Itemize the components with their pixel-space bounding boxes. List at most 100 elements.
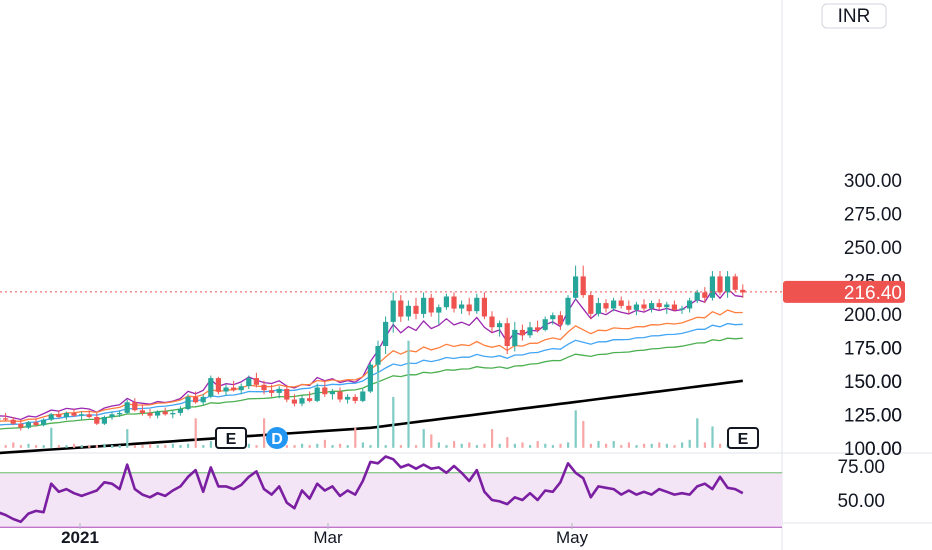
candle-body — [269, 390, 275, 393]
volume-bar — [126, 429, 129, 448]
candle-body — [413, 305, 419, 314]
volume-bar — [696, 418, 699, 448]
candle-body — [132, 402, 138, 411]
price-axis-label: 250.00 — [844, 238, 902, 259]
volume-bar — [415, 445, 418, 448]
candle-body — [481, 297, 487, 317]
volume-bar — [12, 442, 15, 448]
candle-body — [10, 419, 16, 424]
candle-body — [139, 410, 145, 413]
candle-body — [177, 408, 183, 413]
rsi-band — [0, 472, 782, 528]
candle-body — [109, 414, 115, 417]
candle-body — [709, 276, 715, 298]
volume-bar — [80, 445, 83, 448]
price-axis-label: 25.00 — [854, 405, 902, 426]
candle-body — [307, 398, 313, 401]
currency-badge[interactable] — [821, 3, 887, 29]
volume-bar — [643, 443, 646, 448]
moving-average-line — [0, 379, 743, 455]
price-axis-label: 50.00 — [854, 372, 902, 393]
candle-body — [94, 417, 100, 424]
earnings-marker-label: E — [738, 431, 749, 448]
candle-body — [679, 308, 685, 310]
volume-bar — [361, 442, 364, 448]
candle-body — [390, 300, 396, 322]
volume-bar — [50, 427, 53, 448]
candle-body — [200, 396, 206, 403]
candle-body — [519, 329, 525, 336]
candle-body — [702, 292, 708, 298]
volume-bar — [27, 443, 30, 448]
volume-bar — [491, 429, 494, 448]
price-axis-label: 100.00 — [844, 439, 902, 460]
candle-body — [3, 418, 9, 420]
volume-bar — [285, 445, 288, 448]
price-axis-label: 175.00 — [844, 338, 902, 359]
candle-body — [299, 398, 305, 404]
candle-body — [459, 304, 465, 309]
candle-body — [504, 323, 510, 346]
volume-series — [4, 340, 744, 448]
dividend-marker[interactable] — [266, 427, 288, 449]
candle-body — [573, 276, 579, 298]
candle-body — [0, 418, 1, 420]
candle-body — [421, 297, 427, 314]
price-axis-label: 275.00 — [844, 204, 902, 225]
volume-bar — [688, 439, 691, 448]
candlestick-series — [0, 265, 746, 431]
candle-body — [41, 419, 47, 426]
volume-bar — [506, 437, 509, 448]
volume-bar — [460, 443, 463, 448]
volume-bar — [35, 445, 38, 448]
candle-body — [63, 413, 69, 417]
candle-body — [451, 296, 457, 309]
candle-body — [322, 387, 328, 395]
candle-body — [489, 316, 495, 328]
volume-bar — [118, 445, 121, 448]
rsi-axis-label: 75.00 — [837, 457, 885, 478]
volume-bar — [483, 443, 486, 448]
candle-body — [383, 321, 389, 346]
candle-body — [535, 327, 541, 330]
candle-body — [329, 391, 335, 395]
candle-body — [337, 391, 343, 400]
volume-bar — [627, 442, 630, 448]
candle-body — [588, 295, 594, 314]
candle-body — [253, 378, 259, 385]
volume-bar — [316, 443, 319, 448]
candle-body — [208, 378, 214, 397]
candle-body — [618, 300, 624, 306]
volume-bar — [103, 443, 106, 448]
candle-body — [512, 329, 518, 346]
volume-bar — [202, 445, 205, 448]
volume-bar — [293, 445, 296, 448]
candle-body — [633, 304, 639, 310]
candle-body — [527, 327, 533, 336]
candle-body — [147, 413, 153, 416]
volume-bar — [141, 445, 144, 448]
candle-body — [246, 378, 252, 387]
earnings-marker[interactable] — [215, 427, 247, 449]
volume-bar — [133, 445, 136, 448]
candle-body — [345, 396, 351, 400]
earnings-marker[interactable] — [727, 427, 759, 449]
candle-body — [595, 303, 601, 314]
earnings-marker-label: E — [226, 431, 237, 448]
volume-bar — [612, 441, 615, 448]
volume-bar — [711, 426, 714, 448]
candle-body — [687, 300, 693, 309]
volume-bar — [247, 443, 250, 448]
candle-body — [124, 402, 130, 413]
volume-bar — [453, 441, 456, 448]
volume-bar — [308, 445, 311, 448]
volume-bar — [703, 442, 706, 448]
volume-bar — [468, 442, 471, 448]
candle-body — [611, 300, 617, 309]
currency-label: INR — [838, 6, 871, 27]
candle-body — [223, 387, 229, 392]
volume-bar — [111, 445, 114, 448]
candle-body — [375, 346, 381, 365]
volume-bar — [156, 445, 159, 448]
